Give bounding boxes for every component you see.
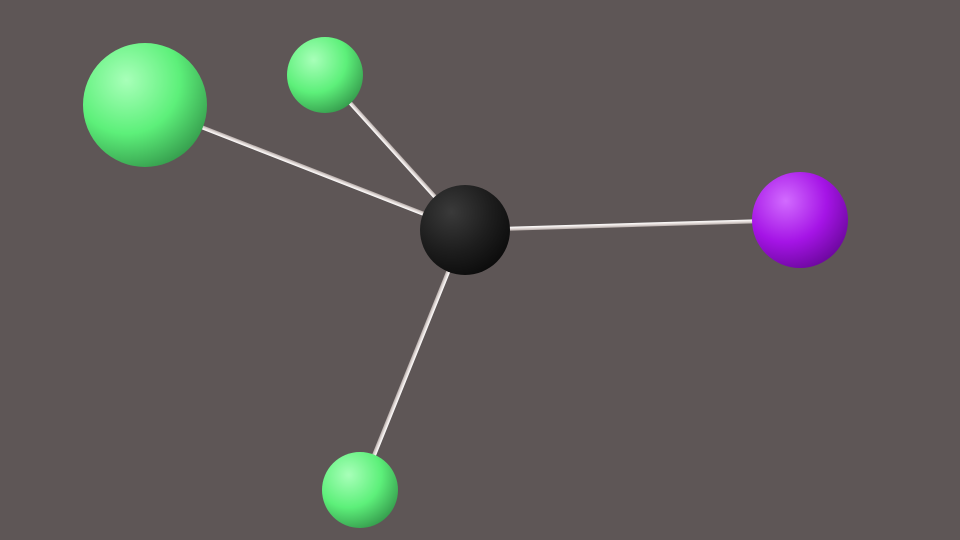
green-atom-2 [287,37,363,113]
purple-atom [752,172,848,268]
bond-center-right [465,218,800,232]
molecule-viewport [0,0,960,540]
central-atom [420,185,510,275]
green-atom-3 [322,452,398,528]
green-atom-1 [83,43,207,167]
